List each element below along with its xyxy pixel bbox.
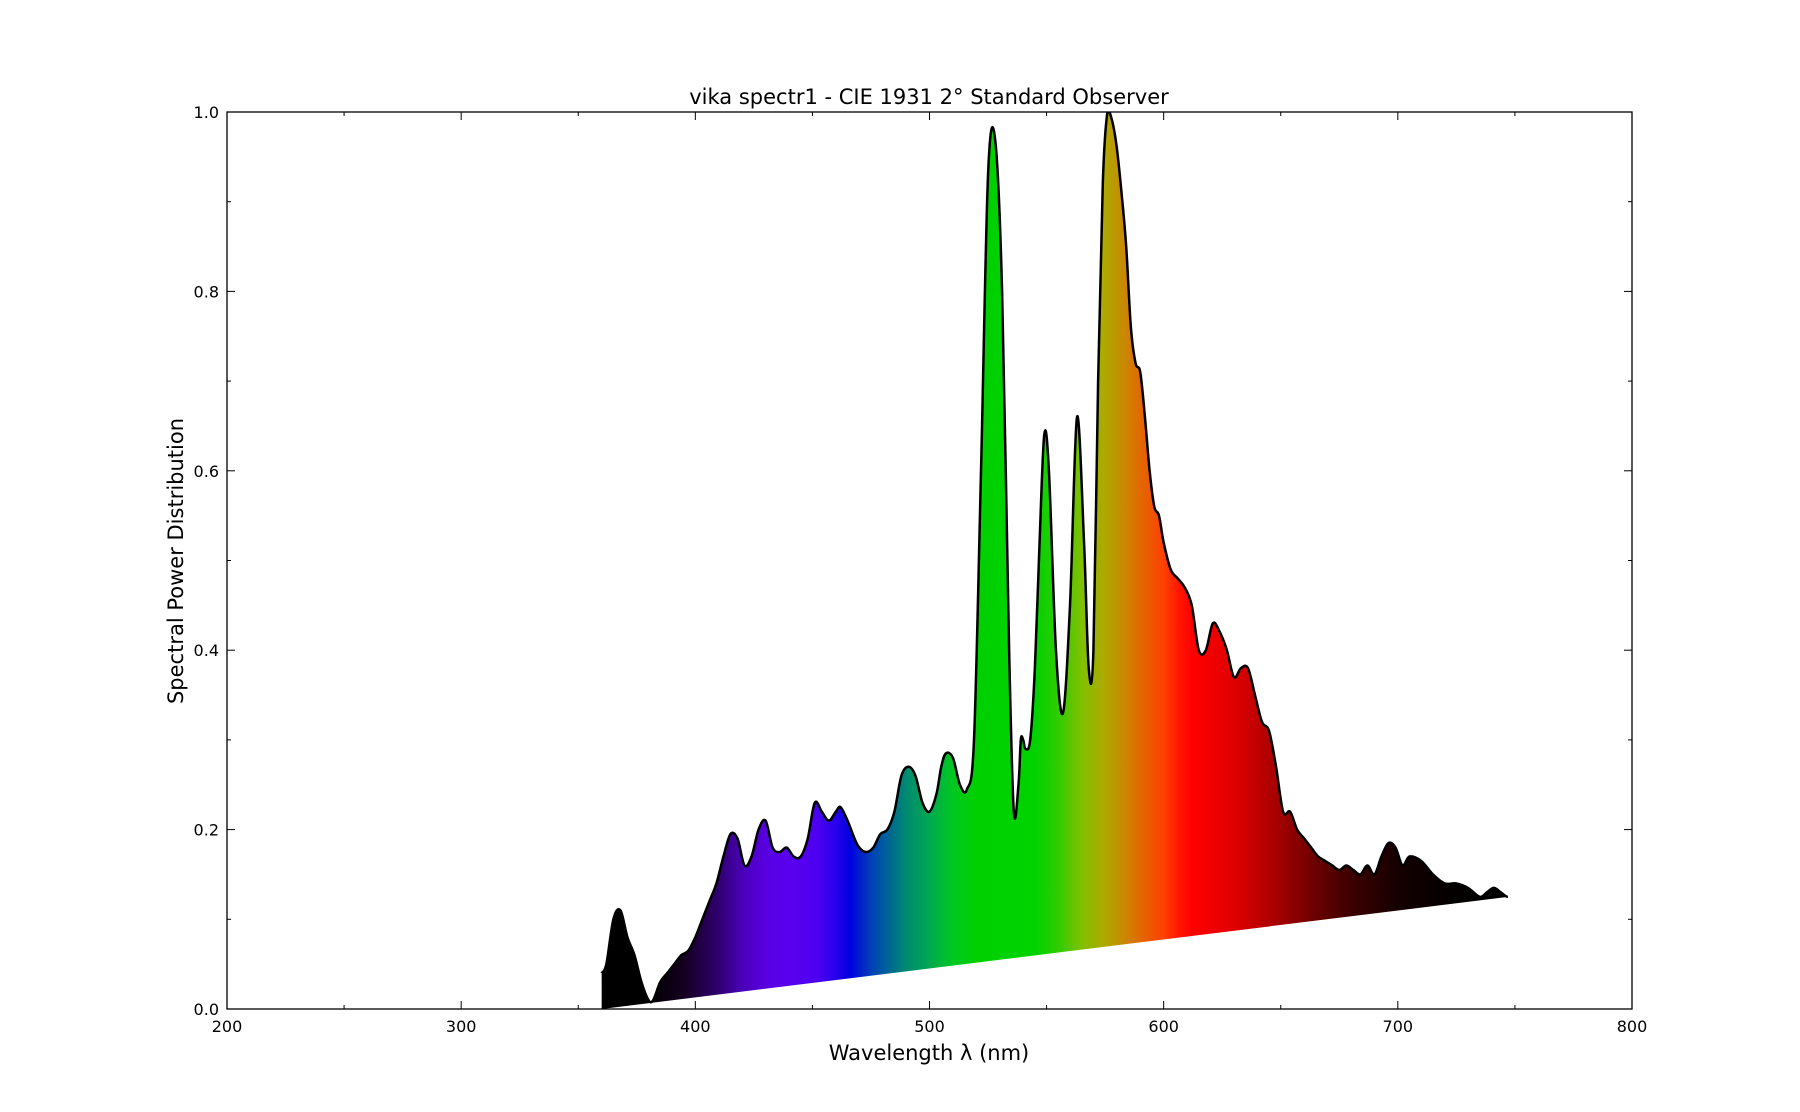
x-axis: 200 300 400 500 600 700 800 (212, 112, 1648, 1036)
x-tick-label: 700 (1383, 1017, 1414, 1036)
y-axis-label: Spectral Power Distribution (164, 418, 188, 704)
y-tick-label: 0.4 (194, 641, 219, 660)
series-line-vika-spectr1 (600, 112, 1509, 1004)
y-axis: 0.0 0.2 0.4 0.6 0.8 1.0 (194, 103, 1632, 1019)
x-tick-label: 600 (1148, 1017, 1179, 1036)
x-tick-label: 800 (1617, 1017, 1648, 1036)
x-tick-label: 400 (680, 1017, 711, 1036)
y-tick-label: 0.8 (194, 282, 219, 301)
y-tick-label: 0.2 (194, 821, 219, 840)
x-tick-label: 300 (446, 1017, 477, 1036)
y-tick-label: 0.0 (194, 1000, 219, 1019)
spectrum-fill-area (601, 112, 1508, 1009)
chart-title: vika spectr1 - CIE 1931 2° Standard Obse… (689, 85, 1169, 109)
x-tick-label: 200 (212, 1017, 243, 1036)
x-tick-label: 500 (914, 1017, 945, 1036)
x-axis-label: Wavelength λ (nm) (829, 1041, 1030, 1065)
y-tick-label: 1.0 (194, 103, 219, 122)
plot-area (600, 112, 1509, 1009)
y-tick-label: 0.6 (194, 462, 219, 481)
